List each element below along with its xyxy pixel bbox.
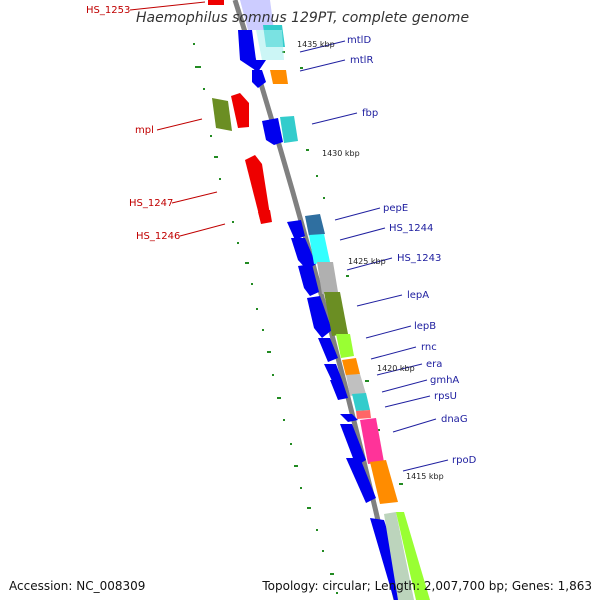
gene-lepb: [336, 334, 354, 358]
gene-hs1243: [317, 262, 338, 294]
gene-mtlr: [270, 70, 288, 84]
cds-blue-5: [291, 238, 316, 270]
gene-label-dnag: dnaG: [441, 414, 468, 425]
gene-top-lavender: [240, 0, 274, 30]
gene-label-mpl: mpl: [135, 125, 154, 136]
gene-rnc: [342, 358, 360, 376]
cds-blue-13: [346, 458, 376, 503]
cds-blue-6: [298, 264, 319, 296]
cds-blue-8: [318, 338, 338, 362]
scale-label-1435: 1435 kbp: [297, 40, 335, 49]
plus-strand-features: [240, 0, 430, 600]
page-title: Haemophilus somnus 129PT, complete genom…: [136, 10, 469, 26]
gene-bottom-gray: [384, 512, 414, 600]
gene-hs1253: [208, 0, 224, 5]
gene-hs1246: [258, 210, 272, 224]
cds-blue-7: [307, 296, 332, 338]
gene-label-rpod: rpoD: [452, 455, 477, 466]
gene-pepe: [305, 214, 325, 236]
gene-label-hs1247: HS_1247: [129, 198, 173, 209]
gene-label-fbp: fbp: [362, 108, 378, 119]
gene-bottom-cyan-2: [256, 30, 284, 60]
gene-label-era: era: [426, 359, 442, 370]
gene-label-hs1244: HS_1244: [389, 223, 433, 234]
gene-label-mtlr: mtlR: [350, 55, 373, 66]
gene-gmha: [352, 393, 370, 411]
gene-label-rpsu: rpsU: [434, 391, 457, 402]
gene-label-mtld: mtlD: [347, 35, 371, 46]
gene-label-lepa: lepA: [407, 290, 429, 301]
gene-label-lepb: lepB: [414, 321, 436, 332]
gene-label-hs1243: HS_1243: [397, 253, 441, 264]
gene-hs1247: [245, 155, 270, 219]
cds-blue-3: [262, 118, 283, 145]
minus-strand-features: [208, 0, 410, 600]
gene-bottom-lightgreen: [396, 512, 430, 600]
cds-blue-10: [330, 380, 348, 400]
scale-label-1430: 1430 kbp: [322, 149, 360, 158]
tick-marks-inner: [193, 43, 338, 594]
gene-mpl-a: [212, 98, 232, 131]
gene-label-gmha: gmhA: [430, 375, 459, 386]
gene-label-pepe: pepE: [383, 203, 408, 214]
scale-label-1415: 1415 kbp: [406, 472, 444, 481]
label-leader-lines-red: [129, 1, 226, 237]
cds-blue-12: [340, 424, 366, 466]
gene-rpsu: [356, 410, 371, 419]
cds-blue-9: [324, 364, 342, 383]
gene-lepa: [324, 292, 348, 336]
gene-rpod: [370, 460, 398, 504]
gene-era: [346, 374, 366, 396]
gene-dnag: [360, 418, 384, 464]
tick-marks-outer: [282, 51, 424, 585]
scale-label-1425: 1425 kbp: [348, 257, 386, 266]
gene-hs1244: [309, 234, 330, 264]
gene-label-hs1246: HS_1246: [136, 231, 180, 242]
scale-label-1420: 1420 kbp: [377, 364, 415, 373]
accession-text: Accession: NC_008309: [9, 579, 146, 593]
gene-fbp: [280, 116, 298, 143]
cds-blue-1: [238, 30, 266, 72]
gene-label-rnc: rnc: [421, 342, 437, 353]
label-leader-lines: [299, 40, 449, 472]
cds-blue-4: [287, 220, 305, 240]
cds-blue-2: [252, 70, 266, 88]
gene-mpl-b: [231, 93, 249, 128]
topology-text: Topology: circular; Length: 2,007,700 bp…: [262, 579, 592, 593]
gene-label-hs1253: HS_1253: [86, 5, 130, 16]
cds-blue-11: [340, 414, 358, 422]
